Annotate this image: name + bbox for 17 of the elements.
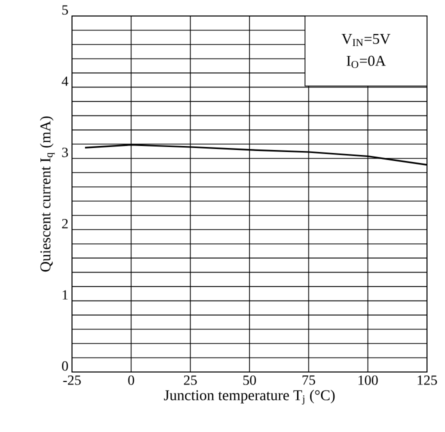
x-tick-label: 50 — [243, 376, 256, 385]
x-tick-label: 125 — [418, 376, 437, 385]
y-tick-label: 3 — [62, 148, 68, 158]
x-tick-label: 25 — [184, 376, 197, 385]
x-tick-label: 0 — [128, 376, 134, 385]
y-tick-label: 0 — [62, 361, 68, 371]
annotation: V$_{IN}$=5V — [342, 34, 390, 46]
x-tick-label: 75 — [302, 376, 316, 385]
y-tick-label: 5 — [62, 5, 68, 15]
annotation: I$_{O}$=0A — [346, 56, 386, 68]
y-axis-title: Quiescent current I$_{q}$ (mA) — [40, 116, 55, 272]
y-tick-label: 2 — [62, 219, 68, 228]
x-axis-title: Junction temperature T$_{j}$ (°C) — [164, 390, 335, 405]
x-tick-label: 100 — [358, 376, 378, 385]
x-tick-label: -25 — [63, 376, 81, 385]
y-tick-label: 4 — [62, 76, 68, 86]
y-tick-label: 1 — [62, 290, 68, 300]
